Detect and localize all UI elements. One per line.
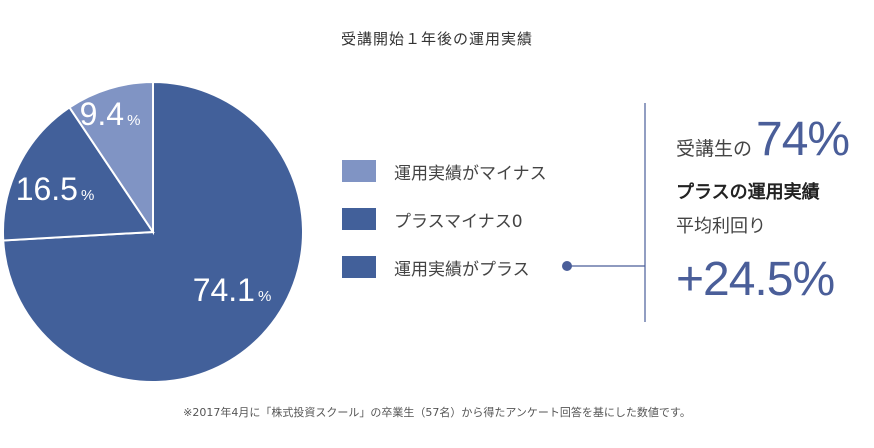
chart-title: 受講開始１年後の運用実績 [340,30,533,48]
legend-swatch-minus [342,160,376,182]
footnote: ※2017年4月に「株式投資スクール」の卒業生（57名）から得たアンケート回答を… [183,406,691,419]
legend-item-even: プラスマイナス0 [342,207,547,232]
legend-label-plus: 運用実績がプラス [394,259,530,280]
legend-item-plus: 運用実績がプラス [342,255,547,280]
slice-even-label: 16.5% [16,171,95,207]
legend-swatch-plus [342,256,376,278]
callout-sub-text: 平均利回り [676,216,766,237]
legend-swatch-even [342,208,376,230]
legend-label-even: プラスマイナス0 [394,211,523,232]
slice-plus-label: 74.1% [193,272,272,308]
legend-label-minus: 運用実績がマイナス [394,163,547,184]
legend: 運用実績がマイナス プラスマイナス0 運用実績がプラス [342,159,547,303]
slice-minus-label: 9.4% [80,96,141,132]
slice-minus [68,80,154,236]
callout: 受講生の 74% プラスの運用実績 平均利回り +24.5% [676,112,866,307]
callout-big-percent: 74% [756,113,850,166]
callout-yield-value: +24.5% [676,253,835,306]
callout-prefix: 受講生の [676,138,753,160]
slice-even [2,106,155,242]
callout-bold-text: プラスの運用実績 [676,182,820,203]
legend-item-minus: 運用実績がマイナス [342,159,547,184]
callout-line1: 受講生の 74% [676,112,866,170]
